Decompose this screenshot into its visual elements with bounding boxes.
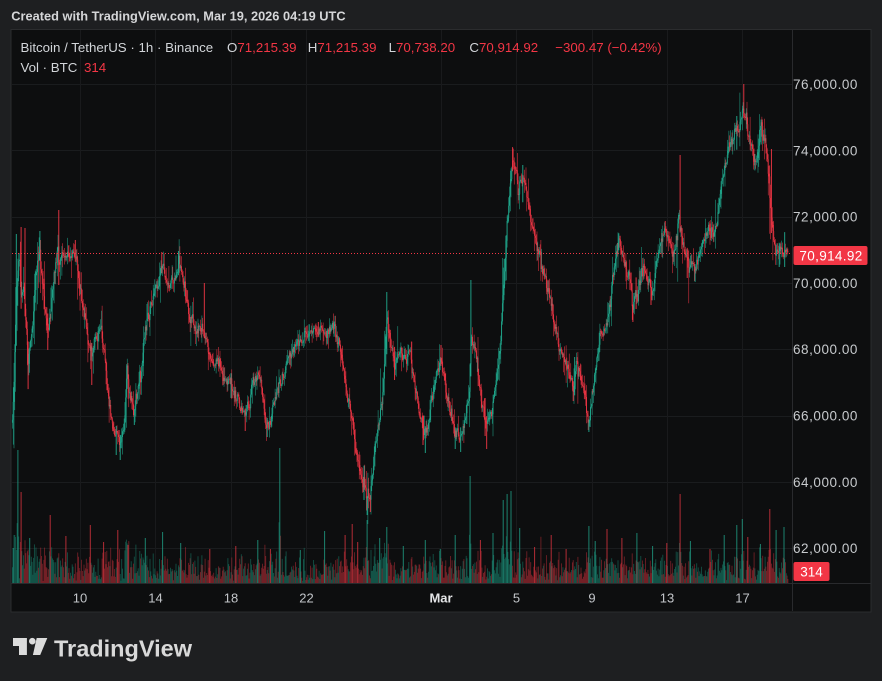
svg-text:Vol · BTC: Vol · BTC — [21, 60, 78, 75]
svg-text:314: 314 — [800, 564, 823, 579]
svg-text:Mar: Mar — [429, 590, 452, 605]
svg-text:10: 10 — [73, 590, 87, 605]
svg-text:5: 5 — [513, 590, 520, 605]
svg-text:L70,738.20: L70,738.20 — [389, 40, 456, 55]
svg-text:76,000.00: 76,000.00 — [793, 77, 858, 92]
svg-text:TradingView: TradingView — [54, 636, 193, 662]
svg-text:17: 17 — [735, 590, 749, 605]
svg-text:18: 18 — [224, 590, 238, 605]
svg-text:72,000.00: 72,000.00 — [793, 210, 858, 225]
svg-text:64,000.00: 64,000.00 — [793, 475, 858, 490]
svg-text:22: 22 — [299, 590, 313, 605]
svg-text:9: 9 — [588, 590, 595, 605]
svg-text:O71,215.39: O71,215.39 — [227, 40, 297, 55]
svg-text:13: 13 — [660, 590, 674, 605]
svg-text:314: 314 — [84, 60, 106, 75]
svg-text:14: 14 — [148, 590, 162, 605]
svg-text:74,000.00: 74,000.00 — [793, 143, 858, 158]
svg-text:H71,215.39: H71,215.39 — [308, 40, 377, 55]
svg-text:Bitcoin / TetherUS · 1h · Bina: Bitcoin / TetherUS · 1h · Binance — [21, 40, 214, 55]
svg-text:68,000.00: 68,000.00 — [793, 342, 858, 357]
svg-text:70,914.92: 70,914.92 — [799, 248, 862, 263]
svg-text:62,000.00: 62,000.00 — [793, 541, 858, 556]
svg-text:C70,914.92: C70,914.92 — [469, 40, 538, 55]
svg-text:−300.47 (−0.42%): −300.47 (−0.42%) — [555, 40, 661, 55]
svg-text:66,000.00: 66,000.00 — [793, 409, 858, 424]
svg-text:Created with TradingView.com,: Created with TradingView.com, Mar 19, 20… — [11, 9, 345, 24]
svg-text:70,000.00: 70,000.00 — [793, 276, 858, 291]
